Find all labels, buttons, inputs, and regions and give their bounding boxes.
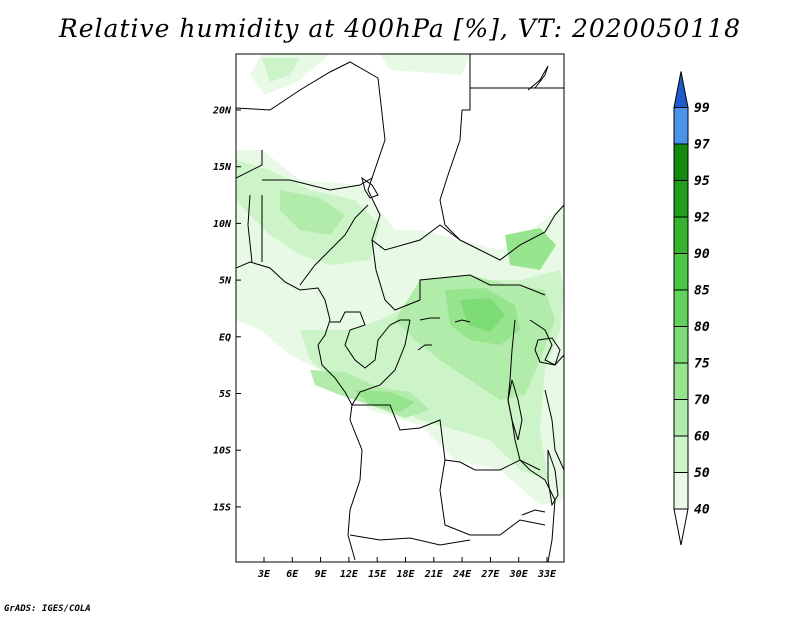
border-niger-chad [236, 61, 386, 179]
lat-tick-label: EQ [219, 332, 231, 343]
colorbar-label: 80 [694, 320, 710, 335]
river-ubangi [417, 344, 432, 351]
lon-tick-label: 15E [368, 569, 387, 580]
lake-victoria [534, 337, 561, 366]
chart-title: Relative humidity at 400hPa [%], VT: 202… [58, 14, 742, 43]
colorbar-top-arrow [673, 71, 689, 108]
colorbar-label: 85 [694, 284, 710, 299]
lat-axis: 20N 15N 10N 5N EQ 5S 10S 15S [212, 106, 241, 513]
border-car-drc [419, 274, 546, 300]
colorbar-label: 99 [694, 101, 710, 116]
colorbar-label: 40 [694, 503, 710, 518]
border-uganda-kenya [529, 319, 564, 366]
lon-tick-label: 3E [257, 569, 271, 580]
border-cameroon-car [371, 239, 421, 311]
border-benin-togo [247, 194, 253, 263]
colorbar: 40 50 60 70 75 80 85 90 92 95 97 99 [673, 71, 710, 546]
border-nigeria [236, 150, 263, 179]
humidity-area-northeast [380, 54, 470, 75]
lon-tick-label: 30E [509, 569, 529, 580]
colorbar-label: 92 [694, 211, 710, 226]
colorbar-label: 90 [694, 247, 710, 262]
lon-tick-label: 18E [396, 569, 415, 580]
lat-tick-label: 5N [219, 276, 232, 287]
colorbar-bottom-arrow [673, 508, 689, 546]
humidity-band-50-c [262, 58, 300, 82]
coastline-west-africa [236, 261, 353, 421]
border-chad-sudan [439, 109, 463, 241]
river-congo-b [454, 319, 471, 323]
credit-text: GrADS: IGES/COLA [4, 604, 91, 614]
border-libya-egypt [462, 54, 471, 111]
lon-axis: 3E 6E 9E 12E 15E 18E 21E 24E 27E 30E 33E [257, 557, 557, 580]
colorbar-segment [673, 143, 689, 181]
colorbar-label: 97 [694, 138, 710, 153]
border-nigeria-niger [262, 177, 373, 191]
lat-tick-label: 15S [213, 502, 231, 513]
lon-tick-label: 21E [424, 569, 444, 580]
lat-tick-label: 5S [219, 389, 231, 400]
border-sudan-southsudan [459, 204, 564, 261]
border-east-lakes [507, 319, 556, 562]
lat-tick-label: 10S [213, 446, 231, 457]
border-angola-namibia [349, 534, 471, 546]
lake-chad [361, 176, 379, 199]
colorbar-segment [673, 326, 689, 364]
colorbar-label: 70 [694, 393, 710, 408]
country-borders [236, 54, 564, 562]
zambia-lake [521, 509, 546, 516]
lon-tick-label: 27E [480, 569, 500, 580]
border-angola-coast [347, 419, 363, 561]
colorbar-segment [673, 107, 689, 145]
border-chad-car [367, 177, 461, 251]
river-congo-a [419, 317, 440, 321]
colorbar-segment [673, 289, 689, 327]
lon-tick-label: 9E [315, 569, 328, 580]
colorbar-segment [673, 472, 689, 510]
lake-tanganyika [507, 379, 523, 441]
colorbar-label: 75 [694, 357, 710, 372]
colorbar-segment [673, 362, 689, 400]
border-nigeria-cameroon [299, 204, 369, 286]
colorbar-label: 95 [694, 174, 710, 189]
colorbar-segment [673, 216, 689, 254]
humidity-field [236, 54, 564, 505]
colorbar-label: 60 [694, 430, 710, 445]
colorbar-label: 50 [694, 466, 710, 481]
colorbar-segment [673, 435, 689, 473]
lake-malawi [547, 449, 559, 507]
lon-tick-label: 33E [537, 569, 557, 580]
lon-tick-label: 12E [340, 569, 359, 580]
border-congo-drc [351, 319, 411, 406]
humidity-band-70-c [505, 228, 556, 270]
lat-tick-label: 10N [213, 219, 232, 230]
map-frame [235, 53, 565, 563]
border-angola-zambia [439, 459, 546, 536]
lon-tick-label: 6E [286, 569, 299, 580]
border-tanzania [544, 389, 564, 471]
border-gabon-congo [330, 311, 410, 369]
coast-egypt-red-sea [527, 65, 549, 91]
humidity-band-75 [460, 298, 505, 332]
lon-tick-label: 24E [452, 569, 472, 580]
lat-tick-label: 15N [213, 162, 232, 173]
lat-tick-label: 20N [212, 106, 232, 117]
humidity-band-70-b [355, 390, 415, 412]
colorbar-segment [673, 399, 689, 437]
colorbar-segment [673, 180, 689, 218]
humidity-band-60-c [280, 190, 345, 235]
colorbar-segment [673, 253, 689, 291]
